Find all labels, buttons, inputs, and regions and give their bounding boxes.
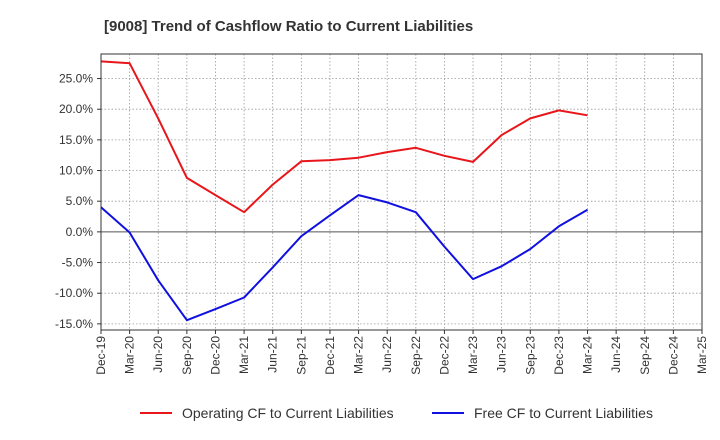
x-tick-label: Mar-22 [352, 336, 366, 374]
x-tick-label: Jun-23 [495, 336, 509, 373]
x-tick-label: Dec-22 [437, 336, 451, 375]
legend-label-2: Free CF to Current Liabilities [474, 405, 653, 421]
y-tick-label: 10.0% [59, 164, 93, 178]
series-line-2 [100, 194, 588, 322]
x-tick-label: Mar-24 [581, 336, 595, 374]
x-tick-label: Jun-20 [151, 336, 165, 373]
x-tick-label: Sep-23 [523, 336, 537, 375]
y-tick-label: 20.0% [59, 102, 93, 116]
x-tick-label: Mar-25 [695, 336, 709, 374]
x-tick-label: Mar-21 [237, 336, 251, 374]
series-layer [100, 60, 588, 322]
y-tick-label: -10.0% [55, 286, 93, 300]
chart-title: [9008] Trend of Cashflow Ratio to Curren… [104, 18, 473, 35]
x-tick-label: Mar-23 [466, 336, 480, 374]
x-axis: Dec-19 Mar-20 Jun-20 Sep-20 Dec-20 Mar-21 Jun-… [94, 330, 709, 375]
x-tick-label: Jun-24 [609, 336, 623, 373]
x-tick-label: Dec-20 [208, 336, 222, 375]
frame-layer [100, 53, 703, 331]
x-tick-label: Mar-20 [123, 336, 137, 374]
y-axis: -15.0% -10.0% -5.0% 0.0% 5.0% 10.0% 15.0% 20.0%… [55, 72, 101, 331]
y-tick-label: 15.0% [59, 133, 93, 147]
y-tick-label: 0.0% [66, 225, 94, 239]
grid [101, 54, 702, 330]
x-tick-label: Sep-20 [180, 336, 194, 375]
plot-background [101, 54, 702, 330]
series-line-1 [100, 60, 588, 214]
x-tick-label: Jun-22 [380, 336, 394, 373]
plot-area [101, 54, 702, 330]
legend: Operating CF to Current Liabilities Free … [140, 405, 653, 421]
y-tick-label: -15.0% [55, 317, 93, 331]
plot-frame [100, 53, 703, 331]
x-tick-label: Dec-23 [552, 336, 566, 375]
y-tick-label: 5.0% [66, 194, 94, 208]
x-tick-label: Jun-21 [266, 336, 280, 373]
y-tick-label: -5.0% [62, 256, 94, 270]
x-tick-label: Sep-24 [638, 336, 652, 375]
x-tick-label: Dec-21 [323, 336, 337, 375]
x-tick-label: Sep-22 [409, 336, 423, 375]
x-tick-label: Dec-24 [666, 336, 680, 375]
legend-label-1: Operating CF to Current Liabilities [182, 405, 394, 421]
x-tick-label: Sep-21 [294, 336, 308, 375]
x-tick-label: Dec-19 [94, 336, 108, 375]
y-tick-label: 25.0% [59, 72, 93, 86]
